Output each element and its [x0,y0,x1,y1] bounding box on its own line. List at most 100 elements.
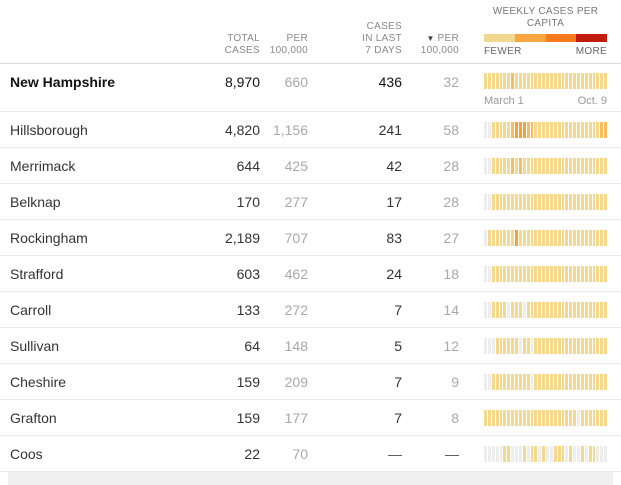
heat-week-bar [503,193,507,210]
heat-week-bar [592,157,596,174]
per-100000-value: 70 [292,445,308,462]
heat-week-bar [538,193,542,210]
heat-week-bar [542,229,545,246]
per-100000-7day-value: 18 [443,265,459,282]
county-name: Hillsborough [10,121,88,138]
heat-week-bar [499,229,503,246]
heat-week-bar [503,373,507,390]
heat-week-bar [577,157,580,174]
heat-week-bar [557,73,561,89]
heat-week-bar [592,265,596,282]
heat-week-bar [515,445,518,462]
heat-week-bar [484,337,487,354]
heat-week-bar [526,301,530,318]
heat-week-bar [522,73,526,89]
heat-strip-bars [484,265,607,282]
heat-week-bar [491,229,495,246]
heat-week-bar [604,193,607,210]
per-100000-value: 462 [284,265,308,282]
total-cases-value: 22 [244,445,260,462]
heat-week-bar [538,265,542,282]
heat-week-bar [592,73,596,89]
heat-week-bar [511,193,514,210]
heat-week-bar [604,229,607,246]
heat-week-bar [530,373,534,390]
heat-week-bar [530,337,534,354]
heat-week-bar [569,73,573,89]
heat-week-bar [499,193,503,210]
column-header-per-100000[interactable]: PER 100,000 [269,33,308,56]
heat-week-bar [561,373,565,390]
heat-week-bar [515,301,518,318]
heat-week-bar [569,157,573,174]
heat-week-bar [577,373,580,390]
heat-week-bar [491,73,495,89]
heat-week-bar [538,121,542,138]
heat-week-bar [553,301,557,318]
heat-week-bar [499,301,503,318]
column-header-per-100000-7day-label: PER 100,000 [420,33,459,56]
cases-last-7-days-value: — [388,445,402,462]
heat-week-bar [491,337,495,354]
column-header-total-cases[interactable]: TOTAL CASES [224,33,260,56]
heat-strip-bars [484,157,607,174]
heat-week-bar [596,157,600,174]
heat-week-bar [600,373,604,390]
heat-week-bar [499,265,503,282]
heat-week-bar [499,409,503,426]
per-100000-7day-value: — [445,445,459,462]
heat-week-bar [596,229,600,246]
column-header-per-100000-7day[interactable]: ▼ PER 100,000 [402,33,459,57]
heat-week-bar [596,445,600,462]
weekly-cases-heat-strip [459,193,607,210]
heat-week-bar [557,229,561,246]
heat-week-bar [526,337,530,354]
heat-week-bar [484,301,487,318]
heat-week-bar [573,265,576,282]
heat-week-bar [592,409,596,426]
heat-week-bar [561,337,565,354]
heat-week-bar [495,229,499,246]
heat-week-bar [565,193,569,210]
heat-week-bar [557,121,561,138]
cases-last-7-days-value: 436 [378,74,402,90]
heat-week-bar [561,265,565,282]
heat-week-bar [491,157,495,174]
heat-week-bar [518,265,522,282]
heat-week-bar [515,193,518,210]
heat-week-bar [580,373,584,390]
heat-week-bar [507,301,511,318]
heat-week-bar [549,337,553,354]
heat-week-bar [515,337,518,354]
county-name: Belknap [10,193,61,210]
county-name: Carroll [10,301,52,318]
cases-last-7-days-value: 241 [378,121,402,138]
heat-week-bar [487,373,491,390]
heat-week-bar [484,229,487,246]
heat-week-bar [546,445,549,462]
heat-week-bar [569,373,573,390]
county-name: Cheshire [10,373,67,390]
heat-week-bar [503,121,507,138]
heat-week-bar [553,121,557,138]
per-100000-value: 148 [284,337,308,354]
heat-strip-bars [484,301,607,318]
heat-week-bar [580,445,584,462]
heat-week-bar [584,337,588,354]
heat-week-bar [584,409,588,426]
heat-week-bar [588,337,592,354]
heat-week-bar [530,265,534,282]
heat-week-bar [522,373,526,390]
heat-week-bar [584,157,588,174]
column-header-cases-last-7-days[interactable]: CASES IN LAST 7 DAYS [362,21,402,56]
heat-week-bar [604,121,607,138]
table-row: Grafton 159 177 7 8 [0,400,621,436]
heat-week-bar [522,409,526,426]
heat-week-bar [518,121,522,138]
weekly-cases-heat-strip: March 1 Oct. 9 [459,73,607,110]
axis-end-date: Oct. 9 [577,95,607,107]
legend-title: WEEKLY CASES PER CAPITA [492,6,599,29]
heat-week-bar [546,157,549,174]
heat-week-bar [600,301,604,318]
heat-week-bar [503,301,507,318]
